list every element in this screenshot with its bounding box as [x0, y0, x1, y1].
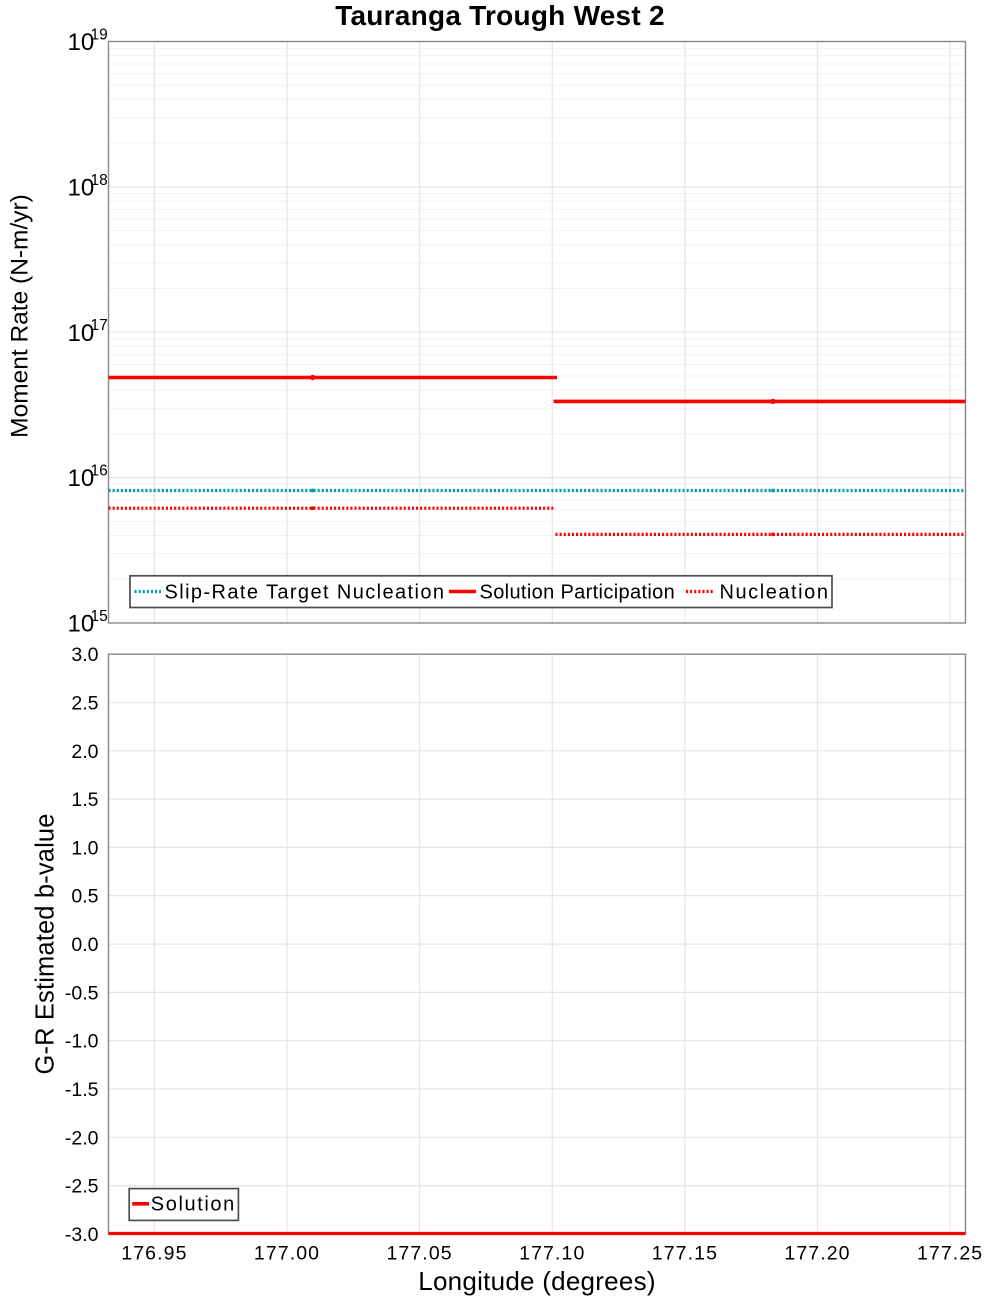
svg-text:16: 16: [91, 463, 108, 480]
svg-text:177.20: 177.20: [784, 1243, 850, 1265]
svg-text:2.0: 2.0: [71, 741, 98, 763]
svg-text:10: 10: [68, 175, 95, 202]
svg-text:Slip-Rate Target Nucleation: Slip-Rate Target Nucleation: [165, 582, 446, 604]
svg-text:177.10: 177.10: [519, 1243, 585, 1265]
svg-text:Solution: Solution: [151, 1194, 236, 1216]
svg-text:Longitude (degrees): Longitude (degrees): [418, 1266, 655, 1296]
svg-text:Moment Rate (N-m/yr): Moment Rate (N-m/yr): [7, 194, 34, 438]
svg-text:-1.0: -1.0: [65, 1031, 99, 1053]
svg-text:-0.5: -0.5: [65, 982, 99, 1004]
svg-text:10: 10: [68, 29, 95, 56]
svg-text:0.5: 0.5: [71, 886, 98, 908]
svg-text:177.00: 177.00: [254, 1243, 320, 1265]
svg-text:G-R Estimated b-value: G-R Estimated b-value: [32, 813, 60, 1074]
svg-text:18: 18: [91, 172, 108, 189]
svg-text:177.05: 177.05: [386, 1243, 452, 1265]
svg-text:1.5: 1.5: [71, 789, 98, 811]
svg-text:-1.5: -1.5: [65, 1079, 99, 1101]
svg-text:17: 17: [91, 317, 108, 334]
svg-text:0.0: 0.0: [71, 934, 98, 956]
svg-text:Solution Participation: Solution Participation: [480, 582, 676, 604]
svg-text:15: 15: [91, 608, 108, 625]
svg-text:Nucleation: Nucleation: [720, 582, 830, 604]
svg-text:-2.0: -2.0: [65, 1127, 99, 1149]
svg-text:-2.5: -2.5: [65, 1176, 99, 1198]
svg-text:2.5: 2.5: [71, 693, 98, 715]
svg-text:Tauranga Trough West 2: Tauranga Trough West 2: [335, 0, 665, 31]
svg-text:3.0: 3.0: [71, 644, 98, 666]
svg-text:10: 10: [68, 611, 95, 638]
svg-text:177.25: 177.25: [917, 1243, 983, 1265]
svg-text:10: 10: [68, 465, 95, 492]
svg-text:10: 10: [68, 320, 95, 347]
svg-text:176.95: 176.95: [121, 1243, 187, 1265]
svg-text:1.0: 1.0: [71, 837, 98, 859]
svg-text:19: 19: [91, 27, 108, 44]
svg-text:-3.0: -3.0: [65, 1224, 99, 1246]
svg-text:177.15: 177.15: [652, 1243, 718, 1265]
